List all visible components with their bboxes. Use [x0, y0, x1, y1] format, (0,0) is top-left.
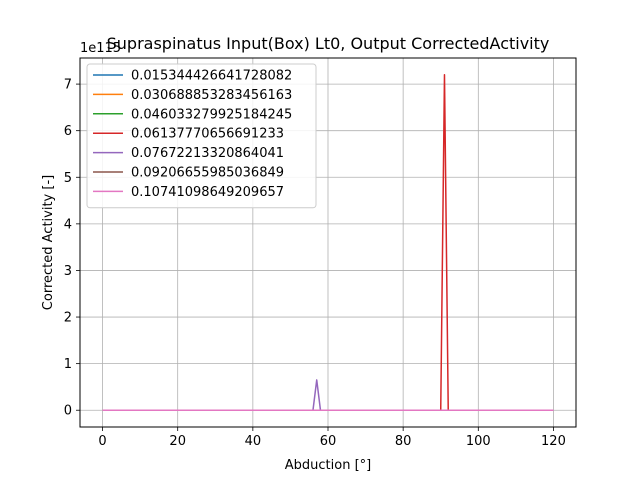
x-tick-label: 100 [466, 434, 491, 449]
legend: 0.015344426641728082 0.030688853283456163… [86, 63, 317, 209]
series-layer [102, 74, 554, 411]
x-tick-label: 40 [245, 434, 262, 449]
y-tick-label: 6 [64, 124, 72, 139]
grid-layer [80, 58, 576, 427]
y-tick-label: 0 [64, 404, 72, 419]
y-tick-label: 1 [64, 357, 72, 372]
y-tick-label: 3 [64, 264, 72, 279]
chart-title: Supraspinatus Input(Box) Lt0, Output Cor… [107, 34, 550, 53]
x-tick-label: 20 [169, 434, 186, 449]
x-axis-label: Abduction [°] [285, 458, 371, 473]
x-tick-label: 60 [320, 434, 337, 449]
x-tick-label: 0 [98, 434, 106, 449]
x-tick-label: 120 [541, 434, 566, 449]
y-tick-label: 5 [64, 171, 72, 186]
legend-label-4: 0.06137770656691233 [131, 127, 284, 142]
y-axis-offset-text: 1e115 [80, 41, 121, 56]
y-tick-label: 7 [64, 78, 72, 93]
legend-box [86, 63, 317, 209]
legend-label-6: 0.09206655985036849 [131, 166, 284, 181]
legend-label-3: 0.046033279925184245 [131, 107, 292, 122]
legend-label-2: 0.030688853283456163 [131, 88, 292, 103]
y-axis-label: Corrected Activity [-] [41, 175, 56, 310]
legend-label-1: 0.015344426641728082 [131, 69, 292, 84]
legend-label-7: 0.10741098649209657 [131, 185, 284, 200]
legend-label-5: 0.07672213320864041 [131, 146, 284, 161]
x-tick-label: 80 [395, 434, 412, 449]
y-tick-label: 4 [64, 217, 72, 232]
tick-layer: 0 20 40 60 80 100 120 0 1 2 3 4 5 6 7 [64, 78, 566, 449]
y-tick-label: 2 [64, 311, 72, 326]
